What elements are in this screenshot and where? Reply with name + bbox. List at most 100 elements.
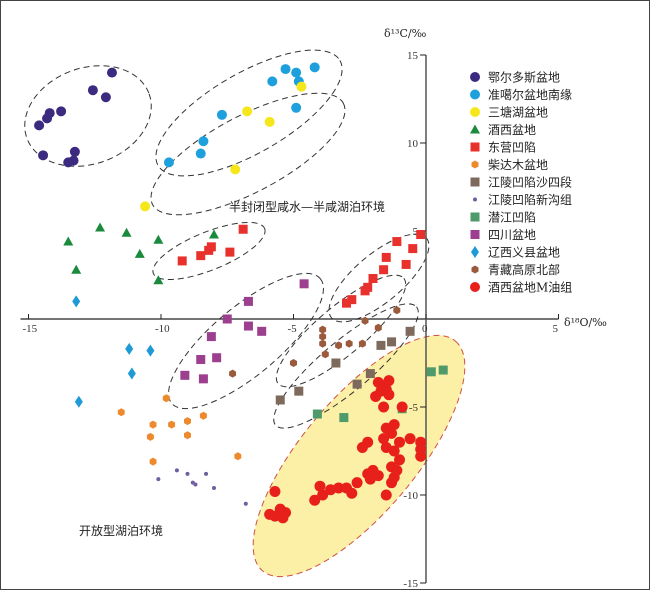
data-point: [387, 337, 397, 347]
data-point: [234, 452, 242, 461]
legend-label: 潜江凹陷: [488, 210, 536, 225]
legend-label: 酒西盆地M油组: [488, 281, 572, 295]
data-point: [291, 67, 302, 78]
series-柴达木盆地: [117, 394, 242, 466]
data-point: [56, 106, 67, 117]
series-酒西盆地M油组: [264, 375, 427, 524]
legend-marker: [470, 89, 480, 100]
data-point: [393, 306, 401, 315]
data-point: [290, 359, 297, 367]
group-ellipse: [152, 221, 266, 281]
data-point: [360, 286, 370, 296]
legend-marker: [470, 282, 480, 292]
legend-label: 四川盆地: [488, 228, 536, 242]
data-point: [345, 339, 353, 348]
legend-label: 东营凹陷: [488, 140, 536, 155]
legend: 鄂尔多斯盆地准噶尔盆地南缘三塘湖盆地酒西盆地东营凹陷柴达木盆地江陵凹陷沙四段江陵…: [470, 70, 572, 295]
data-point: [163, 157, 174, 168]
data-point: [291, 102, 302, 113]
data-point: [379, 265, 389, 275]
data-point: [381, 252, 391, 262]
data-point: [277, 512, 289, 524]
annotation-open-lake: 开放型湖泊环境: [79, 523, 163, 538]
legend-label: 青藏高原北部: [488, 262, 560, 277]
data-point: [177, 256, 187, 266]
legend-marker: [473, 197, 477, 202]
data-point: [321, 350, 329, 359]
data-point: [386, 477, 398, 489]
data-point: [63, 236, 74, 246]
data-point: [156, 477, 161, 482]
x-tick-label: -15: [23, 323, 38, 335]
data-point: [352, 379, 362, 389]
data-point: [212, 353, 222, 363]
y-tick-label: -15: [403, 578, 418, 589]
data-point: [380, 489, 392, 501]
data-point: [209, 229, 219, 239]
data-point: [426, 367, 436, 377]
legend-label: 江陵凹陷新沟组: [488, 192, 572, 207]
data-point: [238, 224, 248, 234]
data-point: [196, 354, 206, 364]
data-point: [95, 222, 106, 232]
data-point: [376, 340, 386, 350]
data-point: [415, 450, 427, 462]
data-point: [408, 244, 418, 254]
data-point: [42, 113, 53, 124]
x-axis-label: δ¹⁸O/‰: [564, 316, 607, 329]
data-point: [386, 461, 398, 473]
data-point: [368, 274, 378, 284]
points-layer: [34, 62, 448, 524]
data-point: [243, 321, 253, 331]
data-point: [438, 365, 448, 375]
legend-marker: [471, 160, 479, 169]
data-point: [222, 314, 232, 324]
data-point: [314, 480, 326, 492]
data-point: [174, 468, 179, 473]
data-point: [204, 471, 209, 476]
data-point: [257, 326, 267, 336]
data-point: [149, 457, 157, 466]
y-tick-label: -10: [403, 490, 418, 502]
data-point: [362, 436, 374, 448]
data-point: [153, 234, 164, 244]
data-point: [212, 485, 216, 490]
data-point: [206, 332, 216, 342]
series-三塘湖盆地: [140, 81, 307, 212]
data-point: [309, 62, 320, 73]
data-point: [117, 408, 125, 417]
legend-marker: [470, 107, 480, 117]
group-ellipse: [168, 272, 324, 410]
data-point: [125, 342, 134, 355]
data-point: [339, 413, 349, 423]
data-point: [180, 370, 190, 380]
data-point: [264, 508, 276, 520]
data-point: [275, 395, 285, 405]
legend-label: 江陵凹陷沙四段: [488, 175, 572, 190]
data-point: [378, 401, 390, 413]
annotation-semi-closed: 半封闭型咸水—半咸湖泊环境: [229, 199, 385, 214]
data-point: [162, 394, 170, 403]
legend-marker: [470, 177, 480, 187]
data-point: [206, 242, 216, 252]
legend-label: 柴达木盆地: [488, 158, 548, 172]
data-point: [243, 501, 248, 506]
data-point: [229, 369, 236, 378]
data-point: [296, 81, 307, 92]
data-point: [87, 85, 98, 96]
data-point: [199, 411, 207, 420]
y-axis-label: δ¹³C/‰: [384, 27, 427, 40]
data-point: [74, 395, 83, 408]
data-point: [374, 323, 382, 332]
group-ellipse: [150, 92, 346, 216]
data-point: [416, 230, 426, 240]
data-point: [392, 237, 402, 247]
group-ellipse: [24, 65, 152, 167]
ellipse-layer: [24, 49, 466, 578]
data-point: [100, 92, 111, 103]
legend-marker: [471, 246, 479, 258]
data-point: [388, 445, 400, 457]
data-point: [185, 471, 190, 476]
data-point: [404, 433, 416, 445]
axes: -15 -10 -5 0 5 15 10 5 -5 -10 -15: [20, 50, 559, 589]
